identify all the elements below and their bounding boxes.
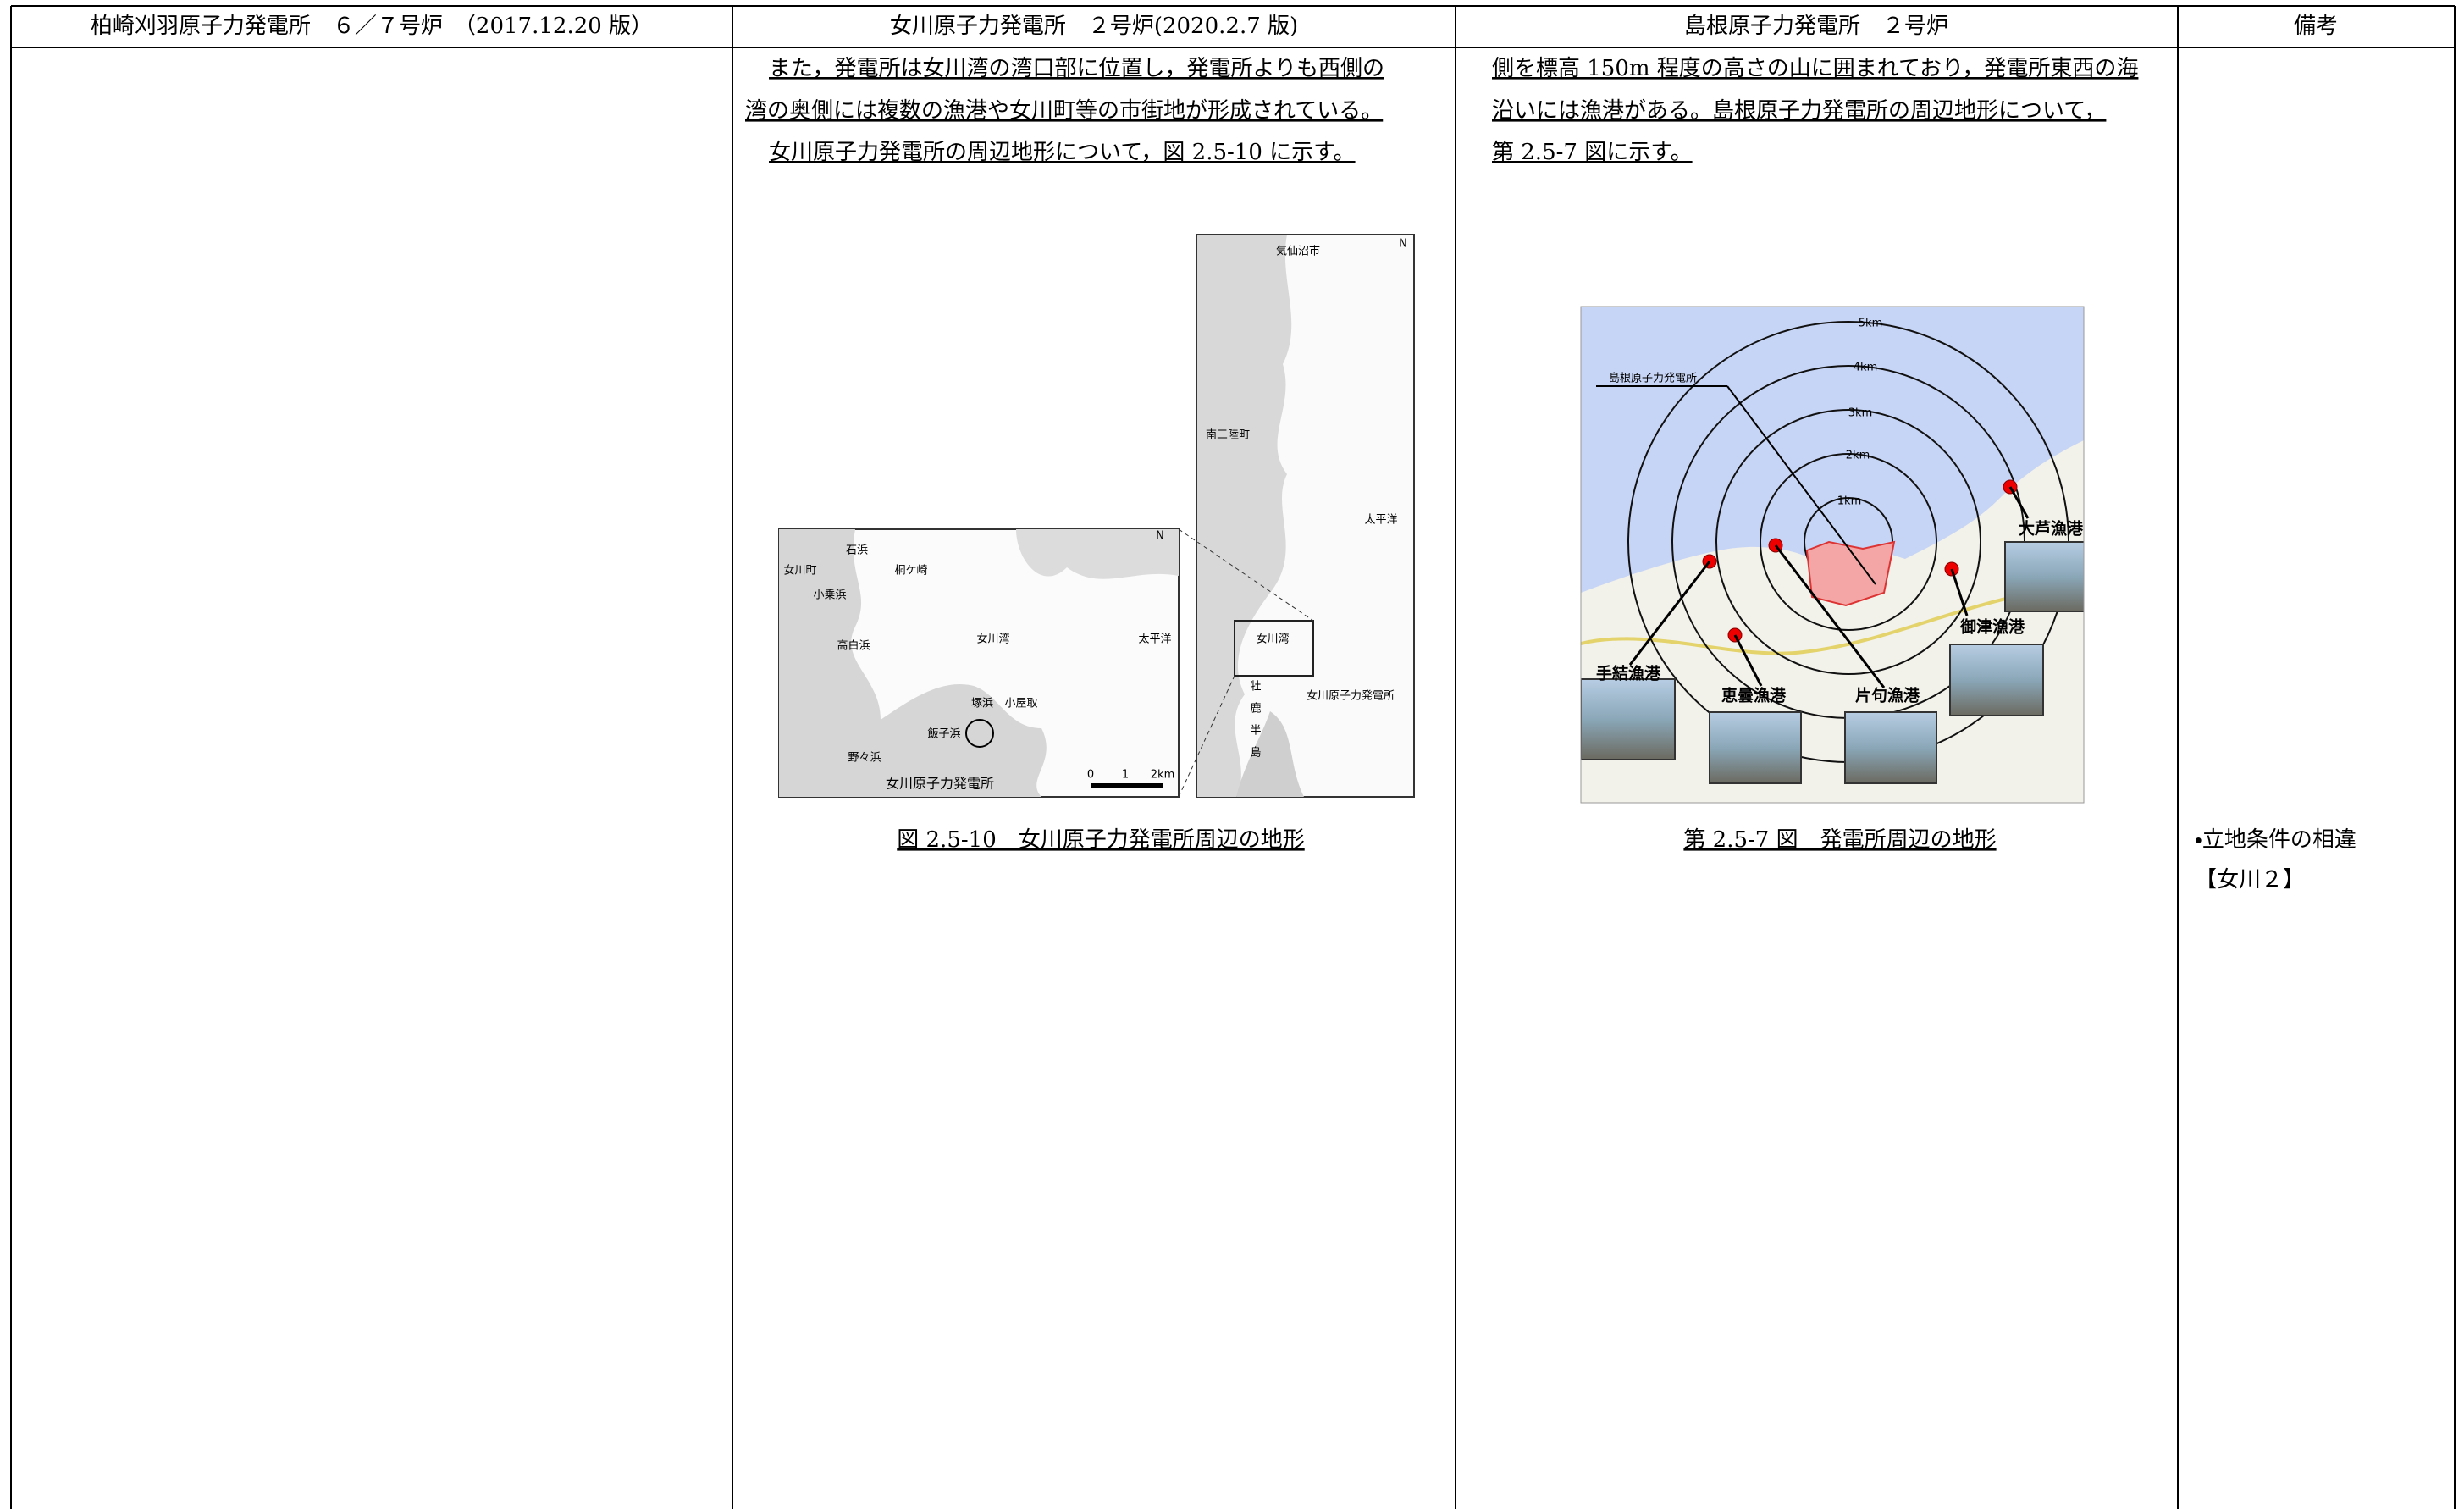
map-label: 飯子浜 [927,728,960,741]
map-label: 半 [1250,725,1261,738]
port-label: 手結漁港 [1596,664,1661,683]
header: 柏崎刈羽原子力発電所 ６／７号炉 （2017.12.20 版） [91,14,653,39]
map-label: 石浜 [846,544,868,557]
shimane-map [1581,307,2084,803]
map-label: 気仙沼市 [1276,245,1320,258]
map-label: 島 [1250,747,1261,760]
map-label: 女川原子力発電所 [886,776,994,792]
figure-caption: 第 2.5-7 図 発電所周辺の地形 [1683,827,1996,853]
map-label: 南三陸町 [1206,428,1250,442]
map-label: 高白浜 [837,639,870,653]
north-arrow: N [1156,530,1164,543]
map-label: 野々浜 [848,752,881,765]
north-arrow: N [1399,238,1407,251]
port-label: 御津漁港 [1959,617,2025,637]
body-text: 側を標高 150m 程度の高さの山に囲まれており，発電所東西の海 [1492,56,2138,81]
body-text: 沿いには漁港がある。島根原子力発電所の周辺地形について， [1492,98,2106,124]
port-label: 恵曇漁港 [1721,686,1787,705]
map-label: 小屋取 [1004,698,1037,710]
header: 女川原子力発電所 ２号炉(2020.2.7 版) [890,14,1298,39]
map-label: 鹿 [1250,703,1261,716]
body-text: 女川原子力発電所の周辺地形について，図 2.5-10 に示す。 [769,140,1356,165]
header: 島根原子力発電所 ２号炉 [1684,14,1948,39]
port-label: 大芦漁港 [2019,519,2084,539]
body-text: また，発電所は女川湾の湾口部に位置し，発電所よりも西側の [769,56,1384,81]
map-label: 太平洋 [1364,514,1397,527]
map-label: 塚浜 [971,698,993,710]
map-label: 女川湾 [976,633,1009,646]
remark: 【女川２】 [2195,867,2305,893]
ring-label: 5km [1859,318,1882,330]
onagawa-map [778,234,1415,798]
map-label: 桐ケ崎 [894,565,927,578]
map-label: 女川湾 [1256,633,1289,646]
map-label: 小乗浜 [813,589,846,602]
ring-label: 4km [1854,362,1877,374]
scale-label: 1 [1122,769,1129,782]
body-text: 湾の奥側には複数の漁港や女川町等の市街地が形成されている。 [745,98,1383,124]
map-label: 牡 [1250,681,1261,694]
ring-label: 3km [1848,407,1872,420]
scale-label: 0 [1087,769,1094,782]
ring-label: 1km [1837,495,1861,508]
map-label: 太平洋 [1138,633,1171,646]
ring-label: 2km [1846,450,1870,462]
figure-frame [1580,306,2085,804]
table-frame [10,5,2456,1509]
body-text: 第 2.5-7 図に示す。 [1492,140,1693,165]
port-label: 片句漁港 [1855,686,1920,705]
figure-caption: 図 2.5-10 女川原子力発電所周辺の地形 [897,827,1304,853]
map-label: 女川原子力発電所 [1307,690,1395,703]
map-label: 女川町 [783,565,816,578]
scale-label: 2km [1151,769,1174,782]
remark: ・立地条件の相違 [2195,827,2356,853]
map-label: 島根原子力発電所 [1609,373,1697,385]
header: 備考 [2294,14,2338,39]
